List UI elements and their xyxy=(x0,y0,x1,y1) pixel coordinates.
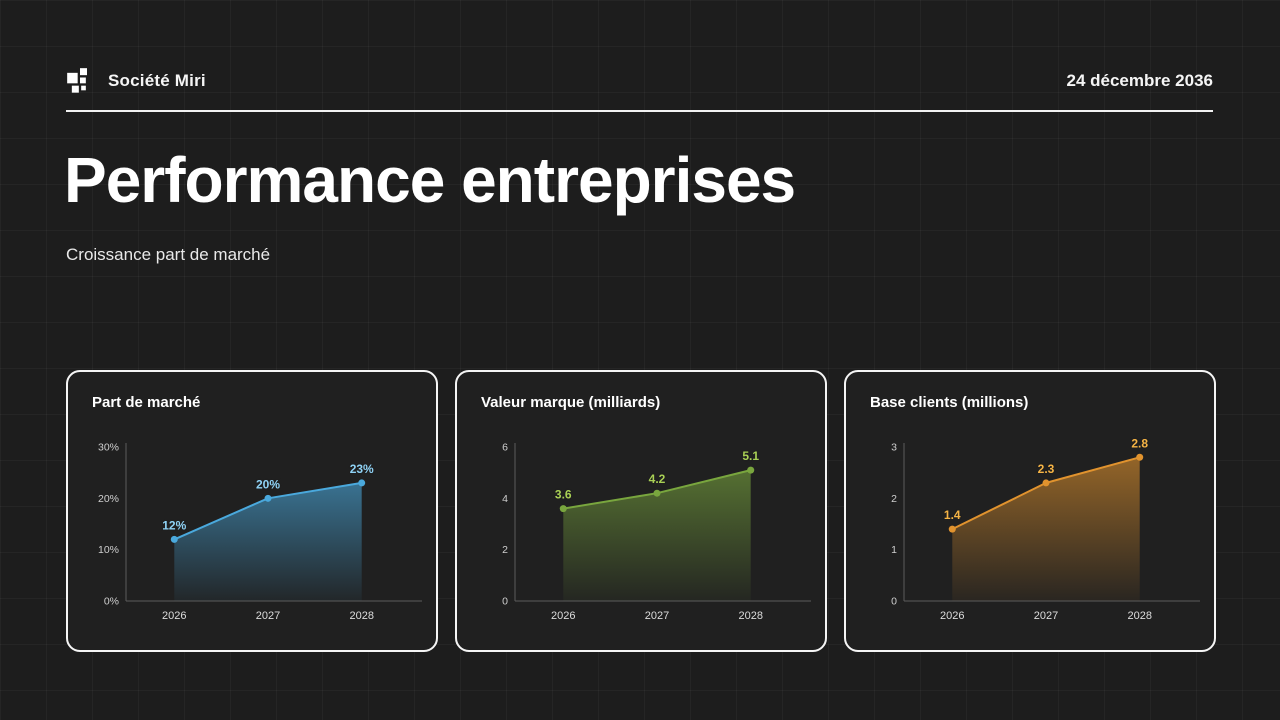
chart-title: Part de marché xyxy=(92,394,201,411)
header-divider xyxy=(66,110,1213,112)
y-tick-label: 3 xyxy=(891,442,897,454)
y-tick-label: 2 xyxy=(891,493,897,505)
data-point xyxy=(948,525,956,533)
y-tick-label: 4 xyxy=(502,493,508,505)
y-tick-label: 30% xyxy=(98,442,119,454)
x-tick-label: 2028 xyxy=(1127,610,1151,622)
data-point xyxy=(1136,453,1144,461)
data-point xyxy=(264,494,272,502)
area-fill xyxy=(174,482,362,601)
data-point xyxy=(747,466,755,474)
x-tick-label: 2027 xyxy=(645,610,669,622)
data-point xyxy=(358,479,366,487)
data-point-label: 2.8 xyxy=(1131,436,1148,450)
header: Société Miri 24 décembre 2036 xyxy=(66,62,1213,100)
chart-title: Base clients (millions) xyxy=(870,394,1029,411)
company-logo-icon xyxy=(67,68,87,93)
page-subtitle: Croissance part de marché xyxy=(66,245,271,264)
data-point-label: 3.6 xyxy=(555,488,572,502)
data-point-label: 5.1 xyxy=(742,449,759,463)
area-fill xyxy=(952,457,1140,601)
y-tick-label: 20% xyxy=(98,493,119,505)
x-tick-label: 2026 xyxy=(551,610,575,622)
x-tick-label: 2028 xyxy=(738,610,762,622)
y-tick-label: 2 xyxy=(502,544,508,556)
company-name: Société Miri xyxy=(108,71,206,90)
data-point xyxy=(559,505,567,513)
data-point xyxy=(1042,479,1050,487)
data-point-label: 1.4 xyxy=(944,508,961,522)
card-valeur-marque: Valeur marque (milliards) 0 2 4 6 2026 2027 20… xyxy=(455,370,827,652)
area-fill xyxy=(563,470,751,601)
chart-svg: 0 1 2 3 2026 2027 2028 1.4 2.3 2.8 xyxy=(891,435,1200,622)
chart-svg: 0 2 4 6 2026 2027 2028 3.6 4.2 5.1 xyxy=(502,442,811,622)
chart-title: Valeur marque (milliards) xyxy=(481,394,661,411)
x-tick-label: 2027 xyxy=(1034,610,1058,622)
x-tick-label: 2026 xyxy=(940,610,964,622)
brand: Société Miri xyxy=(66,67,206,95)
data-point xyxy=(653,489,661,497)
data-point-label: 2.3 xyxy=(1038,462,1055,476)
chart-svg: 0% 10% 20% 30% 2026 2027 2028 12% 20% 23% xyxy=(98,442,422,622)
y-tick-label: 0% xyxy=(104,596,119,608)
y-tick-label: 1 xyxy=(891,544,897,556)
y-tick-label: 0 xyxy=(891,596,897,608)
x-tick-label: 2026 xyxy=(162,610,186,622)
data-point xyxy=(170,535,178,543)
data-point-label: 20% xyxy=(256,477,280,491)
card-part-de-marche: Part de marché 0% 10% 20% 30% 2026 2027 2028 12… xyxy=(66,370,438,652)
y-tick-label: 0 xyxy=(502,596,508,608)
chart-cards-row: Part de marché 0% 10% 20% 30% 2026 2027 2028 12… xyxy=(66,370,1216,652)
area-chart-part-de-marche: 0% 10% 20% 30% 2026 2027 2028 12% 20% 23% xyxy=(76,417,432,629)
x-tick-label: 2028 xyxy=(349,610,373,622)
card-base-clients: Base clients (millions) 0 1 2 3 2026 2027 2028… xyxy=(844,370,1216,652)
data-point-label: 4.2 xyxy=(649,472,666,486)
data-point-label: 23% xyxy=(350,462,374,476)
x-tick-label: 2027 xyxy=(256,610,280,622)
area-chart-valeur-marque: 0 2 4 6 2026 2027 2028 3.6 4.2 5.1 xyxy=(465,417,821,629)
y-tick-label: 10% xyxy=(98,544,119,556)
data-point-label: 12% xyxy=(162,518,186,532)
area-chart-base-clients: 0 1 2 3 2026 2027 2028 1.4 2.3 2.8 xyxy=(854,417,1210,629)
header-date: 24 décembre 2036 xyxy=(1066,71,1214,90)
y-tick-label: 6 xyxy=(502,442,508,454)
page-title: Performance entreprises xyxy=(64,144,796,216)
